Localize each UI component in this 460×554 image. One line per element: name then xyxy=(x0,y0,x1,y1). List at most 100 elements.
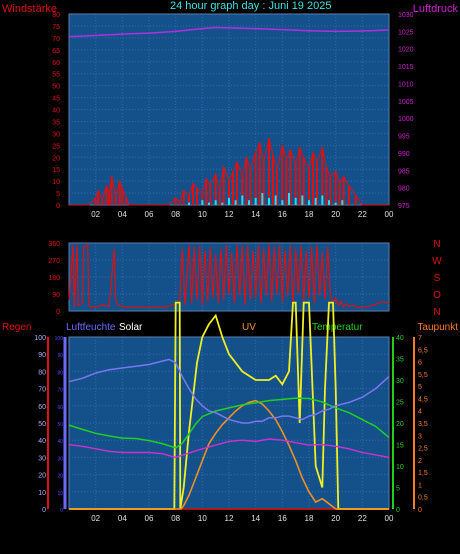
temperature-ytick: 30 xyxy=(396,378,404,385)
climate-panel-xtick: 00 xyxy=(385,514,394,523)
climate-panel-xtick: 16 xyxy=(278,514,287,523)
wind-ytick: 70 xyxy=(52,36,60,43)
wind-ytick: 50 xyxy=(52,84,60,91)
wind-panel-xtick: 16 xyxy=(278,210,287,219)
wind-ytick: 40 xyxy=(52,108,60,115)
uv-line xyxy=(69,399,389,510)
direction-ytick: 360 xyxy=(48,241,60,248)
direction-compass-label: S xyxy=(434,273,441,284)
pressure-ytick: 1015 xyxy=(398,64,414,71)
humidity-ytick: 0 xyxy=(60,508,63,514)
dewpoint-ytick: 5 xyxy=(418,384,422,391)
direction-ytick: 180 xyxy=(48,275,60,282)
humidity-ytick: 30 xyxy=(57,456,63,462)
dewpoint-axis-title: Taupunkt xyxy=(417,322,458,333)
wind-panel-xtick: 20 xyxy=(331,210,340,219)
pressure-ytick: 1005 xyxy=(398,99,414,106)
direction-compass-label: W xyxy=(432,256,442,267)
humidity-ytick: 50 xyxy=(57,422,63,428)
wind-gust-line xyxy=(69,138,389,206)
wind-ytick: 45 xyxy=(52,96,60,103)
pressure-ytick: 1000 xyxy=(398,116,414,123)
wind-ytick: 15 xyxy=(52,167,60,174)
pressure-ytick: 1025 xyxy=(398,29,414,36)
temperature-ytick: 35 xyxy=(396,357,404,364)
rain-ytick: 90 xyxy=(38,352,46,359)
uv-axis-title: UV xyxy=(242,322,256,333)
pressure-line xyxy=(68,26,390,38)
dewpoint-ytick: 5,5 xyxy=(418,372,428,379)
temperature-ytick: 15 xyxy=(396,443,404,450)
wind-ytick: 80 xyxy=(52,12,60,19)
direction-ytick: 0 xyxy=(56,309,60,316)
wind-panel-xtick: 12 xyxy=(225,210,234,219)
pressure-ytick: 985 xyxy=(398,168,410,175)
wind-ytick: 5 xyxy=(56,191,60,198)
direction-compass-label: N xyxy=(433,239,440,250)
temperature-ytick: 0 xyxy=(396,507,400,514)
dewpoint-ytick: 6 xyxy=(418,360,422,367)
direction-compass-label: N xyxy=(433,307,440,318)
wind-ytick: 75 xyxy=(52,24,60,31)
humidity-ytick: 90 xyxy=(57,353,63,359)
climate-panel-xtick: 22 xyxy=(358,514,367,523)
climate-panel-xtick: 04 xyxy=(118,514,127,523)
humidity-line xyxy=(68,358,390,424)
direction-ytick: 270 xyxy=(48,258,60,265)
temperature-ytick: 20 xyxy=(396,421,404,428)
wind-ytick: 55 xyxy=(52,72,60,79)
dewpoint-ytick: 1,5 xyxy=(418,470,428,477)
rain-ytick: 70 xyxy=(38,387,46,394)
wind-panel-xtick: 10 xyxy=(198,210,207,219)
humidity-ytick: 60 xyxy=(57,405,63,411)
climate-panel-xtick: 06 xyxy=(145,514,154,523)
wind-panel-xtick: 06 xyxy=(145,210,154,219)
dewpoint-ytick: 2 xyxy=(418,458,422,465)
wind-ytick: 10 xyxy=(52,179,60,186)
wind-ytick: 20 xyxy=(52,155,60,162)
wind-panel-xtick: 08 xyxy=(171,210,180,219)
dewpoint-ytick: 0,5 xyxy=(418,495,428,502)
dewpoint-line xyxy=(68,438,390,459)
rain-ytick: 30 xyxy=(38,455,46,462)
chart-title: 24 hour graph day : Juni 19 2025 xyxy=(170,0,332,12)
rain-ytick: 20 xyxy=(38,473,46,480)
dewpoint-ytick: 6,5 xyxy=(418,347,428,354)
wind-panel-xtick: 22 xyxy=(358,210,367,219)
wind-panel-xtick: 18 xyxy=(305,210,314,219)
rain-ytick: 0 xyxy=(42,507,46,514)
humidity-ytick: 20 xyxy=(57,474,63,480)
wind-ytick: 25 xyxy=(52,143,60,150)
wind-ytick: 35 xyxy=(52,119,60,126)
temperature-ytick: 5 xyxy=(396,486,400,493)
direction-ytick: 90 xyxy=(52,292,60,299)
dewpoint-ytick: 7 xyxy=(418,335,422,342)
humidity-ytick: 10 xyxy=(57,491,63,497)
humidity-ytick: 100 xyxy=(55,336,64,342)
humidity-ytick: 70 xyxy=(57,388,63,394)
wind-panel-xtick: 02 xyxy=(91,210,100,219)
temperature-line xyxy=(68,397,390,449)
pressure-ytick: 1020 xyxy=(398,47,414,54)
pressure-ytick: 995 xyxy=(398,134,410,141)
wind-panel-xtick: 14 xyxy=(251,210,260,219)
pressure-ytick: 1010 xyxy=(398,81,414,88)
climate-panel-xtick: 14 xyxy=(251,514,260,523)
wind-ytick: 60 xyxy=(52,60,60,67)
pressure-ytick: 980 xyxy=(398,186,410,193)
climate-panel-xtick: 08 xyxy=(171,514,180,523)
direction-compass-label: O xyxy=(433,290,441,301)
wind-panel-xtick: 00 xyxy=(385,210,394,219)
wind-ytick: 65 xyxy=(52,48,60,55)
climate-panel-xtick: 20 xyxy=(331,514,340,523)
wind-direction-line xyxy=(68,243,390,309)
wind-axis-title: Windstärke xyxy=(2,3,57,15)
humidity-axis-title: Luftfeuchte xyxy=(66,322,116,333)
solar-axis-title: Solar xyxy=(119,322,143,333)
pressure-ytick: 990 xyxy=(398,151,410,158)
climate-panel-xtick: 18 xyxy=(305,514,314,523)
rain-ytick: 10 xyxy=(38,490,46,497)
temperature-ytick: 25 xyxy=(396,400,404,407)
pressure-ytick: 1030 xyxy=(398,12,414,19)
